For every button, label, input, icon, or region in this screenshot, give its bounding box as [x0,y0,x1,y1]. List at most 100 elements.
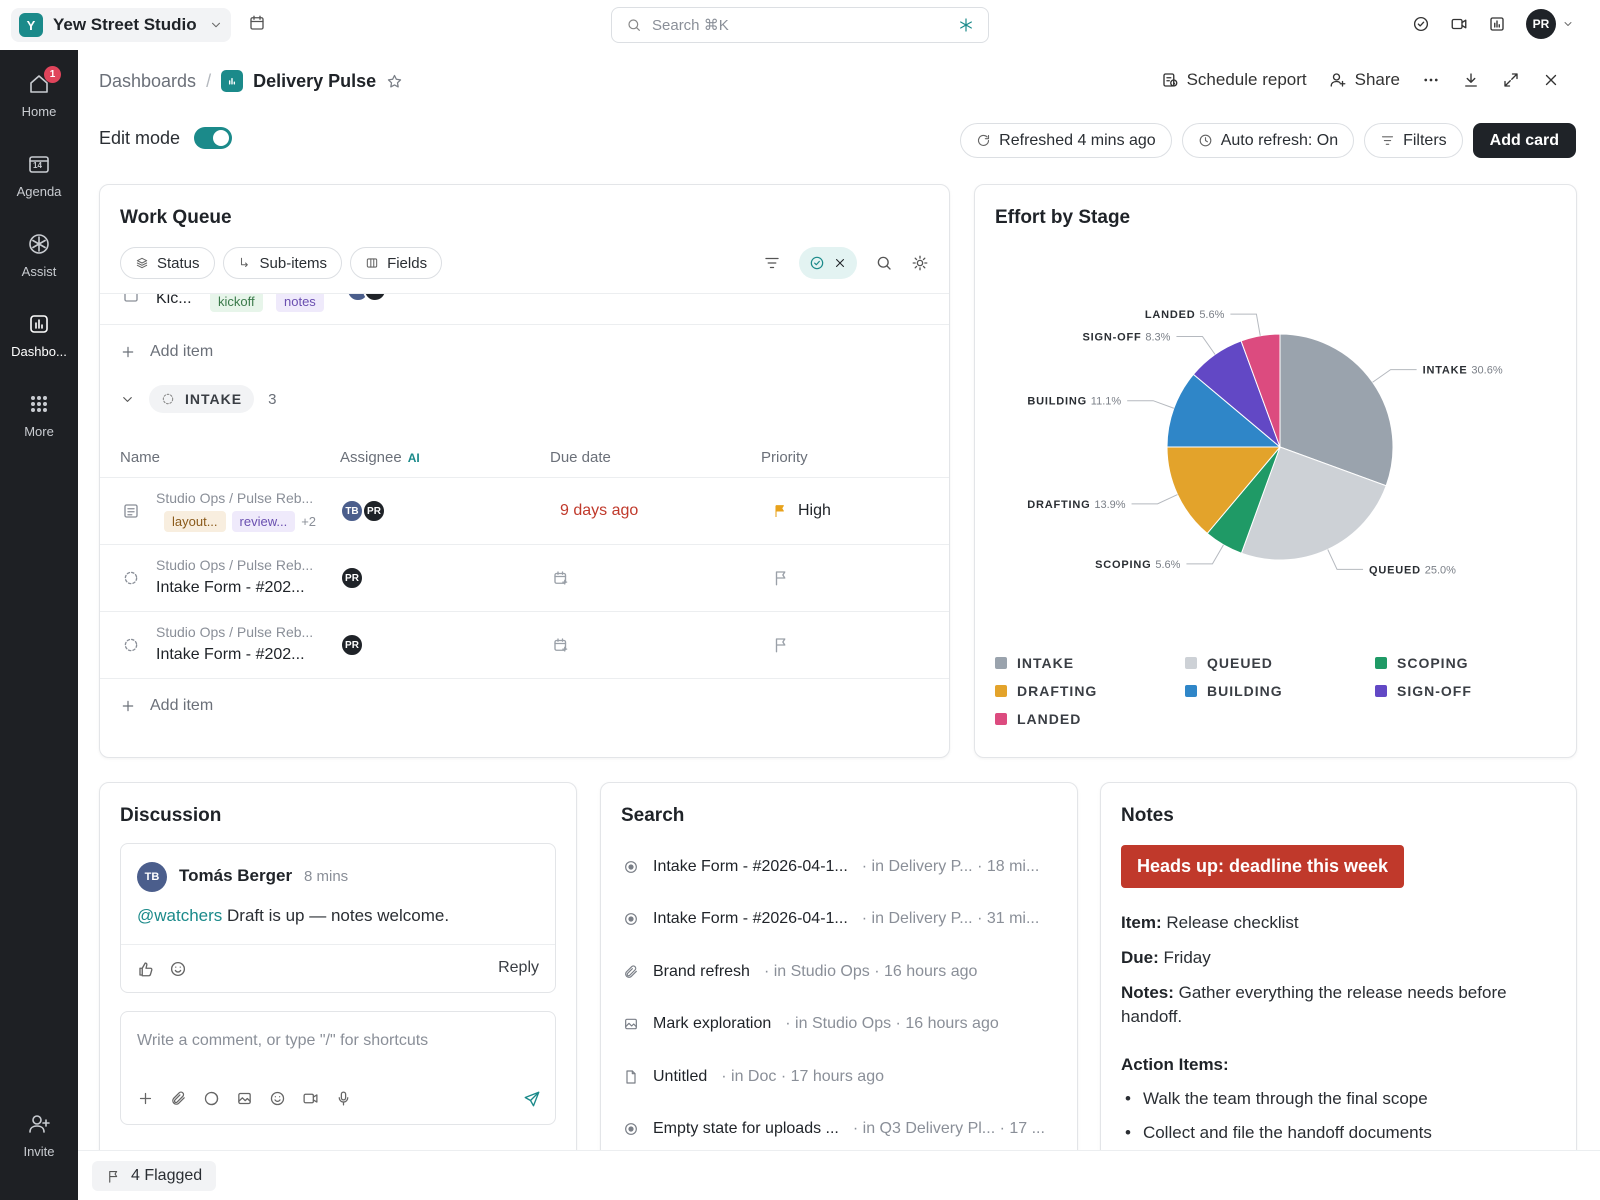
download-icon[interactable] [1462,71,1480,89]
flagged-button[interactable]: 4 Flagged [92,1161,217,1191]
ai-sparkle-icon[interactable] [958,17,974,33]
schedule-report-button[interactable]: Schedule report [1161,70,1307,90]
sidebar-item-dashboards[interactable]: Dashbo... [0,312,78,359]
check-circle-icon[interactable] [1412,15,1430,33]
sub-items-chip[interactable]: Sub-items [222,247,343,279]
pie-slice-building[interactable] [1166,373,1282,448]
status-chip[interactable]: Status [120,247,215,279]
search-result[interactable]: Intake Form - #2026-04-1... · in Deliver… [623,910,1063,928]
video-icon[interactable] [302,1090,319,1107]
calendar-icon[interactable] [248,14,266,32]
add-card-button[interactable]: Add card [1472,123,1576,158]
refresh-button[interactable]: Refreshed 4 mins ago [960,123,1172,158]
more-horizontal-icon[interactable] [1422,71,1440,89]
chip-label: Sub-items [259,254,328,272]
sidebar-item-invite[interactable]: Invite [0,1112,78,1159]
column-header-due-date[interactable]: Due date [550,449,611,466]
user-menu[interactable]: PR [1526,9,1574,39]
flag-icon[interactable] [772,569,790,587]
emoji-icon[interactable] [169,960,187,978]
send-icon[interactable] [523,1090,541,1108]
avatar[interactable]: TB [340,499,364,523]
ai-circle-icon[interactable] [203,1090,220,1107]
table-row[interactable]: Studio Ops / Pulse Reb... Intake Form - … [100,612,949,678]
auto-refresh-button[interactable]: Auto refresh: On [1181,123,1355,158]
legend-item-intake[interactable]: INTAKE [995,655,1185,671]
add-item-button[interactable]: Add item [120,343,213,361]
video-icon[interactable] [1450,15,1468,33]
slice-label: LANDED 5.6% [1145,309,1225,321]
search-result[interactable]: Empty state for uploads ... · in Q3 Deli… [623,1120,1063,1138]
thumbs-up-icon[interactable] [137,960,155,978]
flag-icon [775,505,784,517]
plus-icon[interactable] [137,1090,154,1107]
status-group-pill[interactable]: INTAKE [149,385,255,413]
calendar-add-icon[interactable] [552,569,570,587]
legend-item-drafting[interactable]: DRAFTING [995,683,1185,699]
tag[interactable]: review... [231,511,296,532]
legend-item-building[interactable]: BUILDING [1185,683,1375,699]
table-row[interactable]: Studio Ops / Pulse Reb... Intake Form - … [100,545,949,611]
sidebar-item-more[interactable]: More [0,392,78,439]
search-result[interactable]: Brand refresh · in Studio Ops · 16 hours… [623,963,1063,981]
search-result[interactable]: Untitled · in Doc · 17 hours ago [623,1068,1063,1086]
sidebar-item-home[interactable]: 1 Home [0,66,78,119]
filter-icon[interactable] [763,254,781,272]
completed-filter-chip[interactable] [799,247,857,279]
close-icon[interactable] [833,256,847,270]
chevron-down-icon[interactable] [120,392,135,407]
legend-item-queued[interactable]: QUEUED [1185,655,1375,671]
star-icon[interactable] [386,73,403,90]
legend-item-sign-off[interactable]: SIGN-OFF [1375,683,1555,699]
pie-slice-landed[interactable] [1240,333,1281,448]
emoji-icon[interactable] [269,1090,286,1107]
image-icon[interactable] [236,1090,253,1107]
table-row[interactable]: Studio Ops / Pulse Reb... layout... revi… [100,478,949,544]
edit-mode-toggle[interactable] [194,127,233,149]
sidebar-item-agenda[interactable]: 14 Agenda [0,152,78,199]
search-icon[interactable] [875,254,893,272]
avatar[interactable]: PR [340,566,364,590]
close-icon[interactable] [1542,71,1560,89]
pie-slice-queued[interactable] [1240,446,1387,561]
reply-button[interactable]: Reply [498,959,539,976]
add-item-button[interactable]: Add item [120,697,213,715]
column-header-priority[interactable]: Priority [761,449,808,466]
dashboard-icon[interactable] [1488,15,1506,33]
paperclip-icon[interactable] [170,1090,187,1107]
list-item-text: Collect and file the handoff documents [1142,1123,1432,1142]
flag-icon[interactable] [772,636,790,654]
share-button[interactable]: Share [1329,70,1400,90]
fields-chip[interactable]: Fields [350,247,443,279]
breadcrumb-root[interactable]: Dashboards [99,70,197,91]
avatar[interactable]: TB [137,862,167,892]
legend-item-landed[interactable]: LANDED [995,711,1185,727]
workspace-switcher[interactable]: Y Yew Street Studio [11,8,231,42]
search-result[interactable]: Intake Form - #2026-04-1... · in Deliver… [623,858,1063,876]
search-result[interactable]: Mark exploration · in Studio Ops · 16 ho… [623,1015,1063,1033]
tag[interactable]: layout... [164,511,226,532]
column-header-assignee[interactable]: Assignee AI [340,449,420,466]
filters-button[interactable]: Filters [1364,123,1463,158]
more-tags[interactable]: +2 [301,514,317,529]
avatar [363,294,387,302]
comment-author[interactable]: Tomás Berger [179,866,293,885]
microphone-icon[interactable] [335,1090,352,1107]
legend-item-scoping[interactable]: SCOPING [1375,655,1555,671]
sidebar-item-assist[interactable]: Assist [0,232,78,279]
dashed-circle-icon [162,393,174,405]
priority-field[interactable]: High [772,502,831,520]
mention[interactable]: @watchers [137,906,223,925]
task-row[interactable]: Kic... kickoff notes [100,294,949,324]
due-date[interactable]: 9 days ago [560,502,639,519]
comment-composer[interactable]: Write a comment, or type "/" for shortcu… [120,1011,556,1125]
global-search[interactable]: Search ⌘K [611,7,989,43]
column-header-name[interactable]: Name [120,449,161,466]
calendar-add-icon[interactable] [552,636,570,654]
expand-icon[interactable] [1502,71,1520,89]
pie-slice-intake[interactable] [1279,333,1394,487]
result-title: Brand refresh [653,963,750,980]
avatar[interactable]: PR [362,499,386,523]
settings-icon[interactable] [911,254,929,272]
avatar[interactable]: PR [340,633,364,657]
